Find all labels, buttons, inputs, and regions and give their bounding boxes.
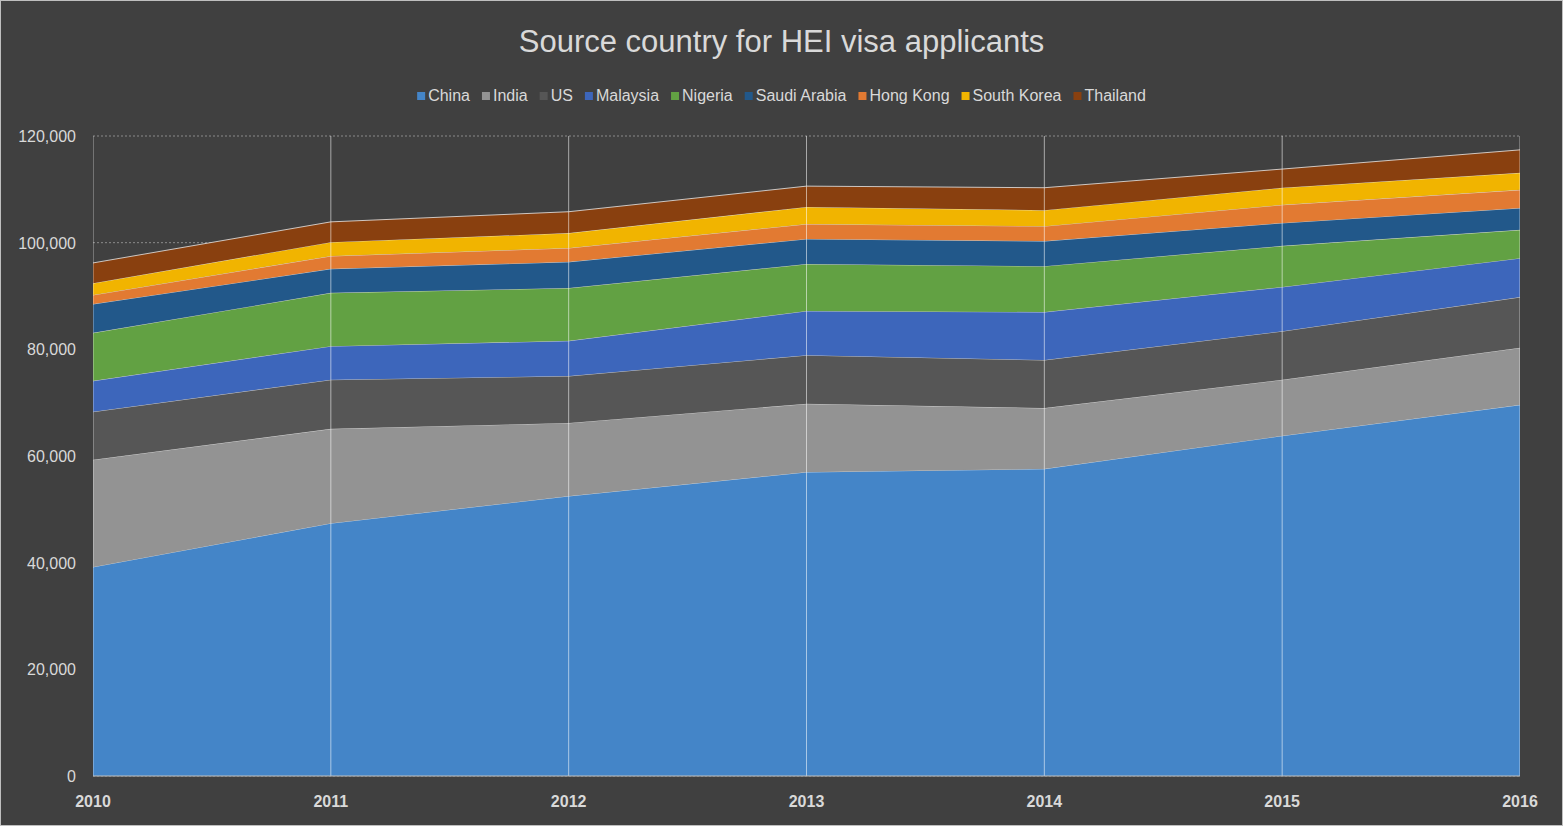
- category-line: [93, 136, 94, 776]
- legend-item: Thailand: [1073, 87, 1145, 104]
- grid-line: [93, 776, 1520, 777]
- category-line: [1520, 136, 1521, 776]
- legend-label: Thailand: [1084, 87, 1145, 104]
- y-tick-label: 120,000: [18, 128, 76, 145]
- legend: China India US Malaysia Nigeria Saudi Arabia H…: [417, 87, 1146, 104]
- legend-label: India: [493, 87, 528, 104]
- legend-item: US: [540, 87, 573, 104]
- legend-label: US: [551, 87, 573, 104]
- legend-item: China: [417, 87, 470, 104]
- legend-swatch: [858, 92, 866, 100]
- legend-label: Nigeria: [682, 87, 733, 104]
- legend-swatch: [745, 92, 753, 100]
- y-tick-label: 20,000: [27, 661, 76, 678]
- x-tick-label: 2012: [551, 793, 587, 810]
- category-line: [568, 136, 569, 776]
- chart: Source country for HEI visa applicants 0 2…: [0, 0, 1563, 826]
- legend-item: India: [482, 87, 528, 104]
- y-tick-label: 100,000: [18, 235, 76, 252]
- category-line: [330, 136, 331, 776]
- legend-swatch: [482, 92, 490, 100]
- x-tick-label: 2014: [1027, 793, 1063, 810]
- x-tick-label: 2010: [75, 793, 111, 810]
- y-tick-label: 80,000: [27, 341, 76, 358]
- x-tick-label: 2011: [313, 793, 348, 810]
- legend-label: South Korea: [973, 87, 1062, 104]
- legend-swatch: [671, 92, 679, 100]
- y-tick-label: 0: [67, 768, 76, 785]
- x-tick-label: 2016: [1502, 793, 1538, 810]
- x-axis: [93, 776, 1520, 777]
- legend-swatch: [1073, 92, 1081, 100]
- legend-item: Saudi Arabia: [745, 87, 847, 104]
- legend-item: Nigeria: [671, 87, 733, 104]
- x-tick-label: 2015: [1264, 793, 1300, 810]
- legend-label: China: [428, 87, 470, 104]
- legend-swatch: [417, 92, 425, 100]
- legend-swatch: [585, 92, 593, 100]
- plot-area: [93, 136, 1520, 776]
- category-line: [1282, 136, 1283, 776]
- category-line: [1044, 136, 1045, 776]
- legend-swatch: [962, 92, 970, 100]
- y-tick-label: 60,000: [27, 448, 76, 465]
- legend-label: Saudi Arabia: [756, 87, 847, 104]
- legend-label: Malaysia: [596, 87, 659, 104]
- legend-item: South Korea: [962, 87, 1062, 104]
- legend-item: Hong Kong: [858, 87, 949, 104]
- legend-item: Malaysia: [585, 87, 659, 104]
- y-tick-label: 40,000: [27, 555, 76, 572]
- legend-swatch: [540, 92, 548, 100]
- x-tick-label: 2013: [789, 793, 825, 810]
- background: [1, 1, 1563, 826]
- title: Source country for HEI visa applicants: [519, 24, 1045, 59]
- legend-label: Hong Kong: [869, 87, 949, 104]
- category-line: [806, 136, 807, 776]
